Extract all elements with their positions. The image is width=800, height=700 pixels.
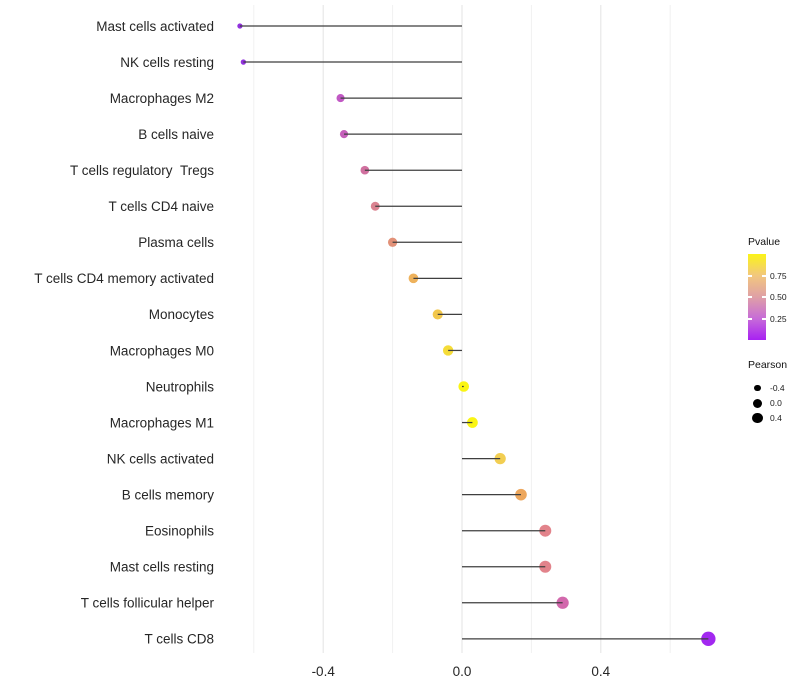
y-axis-label: T cells regulatory Tregs <box>70 163 214 178</box>
x-axis-tick-label: -0.4 <box>312 664 336 679</box>
y-axis-label: NK cells resting <box>120 55 214 70</box>
y-axis-label: T cells CD4 memory activated <box>34 271 214 286</box>
pvalue-tick-label: 0.50 <box>770 292 787 302</box>
pvalue-colorbar-tick <box>748 274 752 277</box>
pvalue-colorbar-tick <box>762 296 766 298</box>
y-axis-label: Macrophages M0 <box>110 343 214 358</box>
pearson-legend-label: 0.0 <box>770 398 782 408</box>
y-axis-label: B cells memory <box>122 487 215 502</box>
pvalue-legend-title: Pvalue <box>748 236 781 248</box>
pearson-legend-title: Pearson <box>748 359 788 371</box>
y-axis-label: Monocytes <box>149 307 215 322</box>
x-axis-tick-label: 0.0 <box>453 664 472 679</box>
pearson-legend-dot <box>752 412 763 424</box>
y-axis-label: T cells CD4 naive <box>108 199 214 214</box>
y-axis-label: Eosinophils <box>145 524 214 539</box>
pvalue-colorbar-tick <box>748 317 752 320</box>
x-axis-tick-label: 0.4 <box>591 664 610 679</box>
y-axis-label: Mast cells activated <box>96 19 214 34</box>
y-axis-label: Mast cells resting <box>110 560 214 575</box>
pearson-legend-label: -0.4 <box>770 383 785 393</box>
pvalue-colorbar-tick <box>748 296 752 298</box>
y-axis-label: Macrophages M2 <box>110 91 214 106</box>
y-axis-label: T cells CD8 <box>144 632 214 647</box>
y-axis-label: Neutrophils <box>146 379 215 394</box>
pvalue-tick-label: 0.25 <box>770 313 787 324</box>
pvalue-tick-label: 0.75 <box>770 270 787 281</box>
y-axis-label: Plasma cells <box>138 235 214 250</box>
y-axis-label: NK cells activated <box>107 451 214 466</box>
pearson-legend-dot <box>754 384 761 392</box>
pvalue-colorbar <box>748 254 766 340</box>
pearson-legend-label: 0.4 <box>770 413 782 423</box>
pearson-legend-dot <box>753 398 762 408</box>
pvalue-colorbar-tick <box>762 274 766 277</box>
pvalue-colorbar-tick <box>762 317 766 320</box>
y-axis-label: B cells naive <box>138 127 214 142</box>
y-axis-label: Macrophages M1 <box>110 415 214 430</box>
y-axis-label: T cells follicular helper <box>81 596 215 611</box>
